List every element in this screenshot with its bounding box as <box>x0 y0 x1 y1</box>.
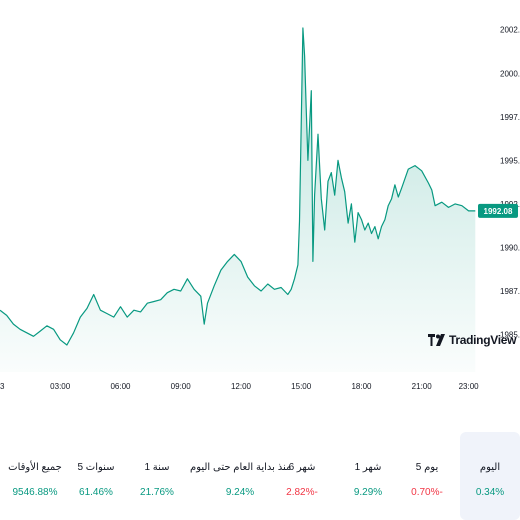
y-tick-label: 1987.50 <box>500 287 520 296</box>
price-chart[interactable]: 1985.001987.501990.001992.501995.001997.… <box>0 0 520 400</box>
period-change-value: 21.76% <box>140 487 174 498</box>
y-tick-label: 1995.00 <box>500 156 520 165</box>
y-axis: 1985.001987.501990.001992.501995.001997.… <box>500 26 520 340</box>
period-change-value: 0.34% <box>475 487 505 498</box>
period-tab[interactable]: 5 يوم 0.70%- <box>397 432 457 520</box>
last-price-tag: 1992.08 <box>478 203 518 218</box>
x-tick-label: 06:00 <box>110 382 131 391</box>
period-change-value: 0.70%- <box>411 487 443 498</box>
period-change-value: 9.29% <box>353 487 383 498</box>
period-label: 1 سنة <box>144 462 170 473</box>
y-tick-label: 1997.50 <box>500 113 520 122</box>
period-change-value: 61.46% <box>79 487 113 498</box>
x-tick-label: 3 <box>0 382 5 391</box>
last-price-label: 1992.08 <box>484 207 513 216</box>
y-tick-label: 1990.00 <box>500 244 520 253</box>
logo-text: TradingView <box>449 333 517 347</box>
period-label: 5 سنوات <box>77 462 115 473</box>
period-label: منذ بداية العام حتى اليوم <box>190 462 292 473</box>
x-tick-label: 23:00 <box>459 382 480 391</box>
period-tab[interactable]: جميع الأوقات 9546.88% <box>5 432 65 520</box>
price-area-fill <box>0 28 476 372</box>
performance-periods: اليوم 0.34% 5 يوم 0.70%- 1 شهر 9.29% 6 شهر 2.82… <box>0 432 520 520</box>
period-label: اليوم <box>479 462 501 473</box>
tradingview-logo-icon <box>428 334 445 346</box>
period-label: 1 شهر <box>354 462 382 473</box>
period-change-value: 9546.88% <box>12 487 58 498</box>
period-tab[interactable]: 1 شهر 9.29% <box>338 432 398 520</box>
period-change-value: 9.24% <box>225 487 255 498</box>
period-change-value: 2.82%- <box>286 487 318 498</box>
period-tab[interactable]: منذ بداية العام حتى اليوم 9.24% <box>190 432 292 520</box>
tradingview-logo[interactable]: TradingView <box>428 333 516 347</box>
x-tick-label: 12:00 <box>231 382 252 391</box>
x-tick-label: 03:00 <box>50 382 71 391</box>
y-tick-label: 2002.50 <box>500 26 520 35</box>
x-tick-label: 15:00 <box>291 382 312 391</box>
x-tick-label: 09:00 <box>171 382 192 391</box>
period-label: جميع الأوقات <box>8 462 62 473</box>
period-label: 6 شهر <box>288 462 316 473</box>
period-tab[interactable]: 6 شهر 2.82%- <box>272 432 332 520</box>
period-tab[interactable]: 1 سنة 21.76% <box>127 432 187 520</box>
period-tab[interactable]: 5 سنوات 61.46% <box>66 432 126 520</box>
x-axis: 3 03:00 06:00 09:00 12:00 15:00 18:00 21:00 23:0… <box>0 382 479 391</box>
x-tick-label: 18:00 <box>351 382 372 391</box>
y-tick-label: 1985.00 <box>500 331 520 340</box>
period-label: 5 يوم <box>415 462 439 473</box>
x-tick-label: 21:00 <box>412 382 433 391</box>
y-tick-label: 2000.00 <box>500 69 520 78</box>
period-tab[interactable]: اليوم 0.34% <box>460 432 520 520</box>
price-line <box>0 27 476 346</box>
